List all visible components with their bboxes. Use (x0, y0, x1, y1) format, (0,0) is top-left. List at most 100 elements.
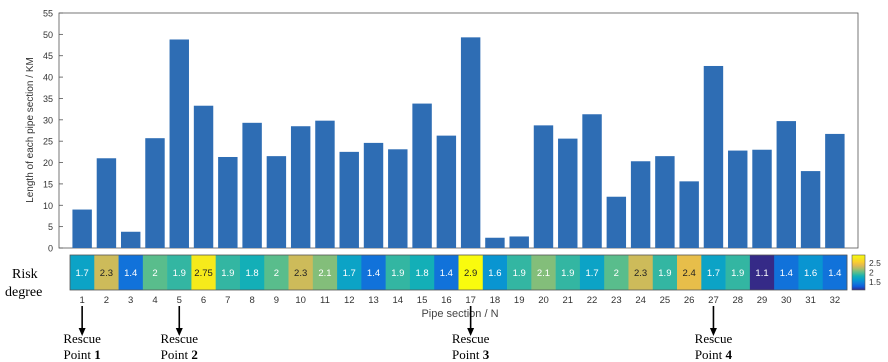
bar-chart-axes: 0 5 10 15 20 25 30 35 40 45 50 55 Length of each pi… (25, 9, 859, 254)
heatmap-cell-32 (822, 255, 848, 290)
rescue-point-label-bottom: Point 1 (64, 347, 101, 362)
heatmap-cell-8 (239, 255, 265, 290)
heatmap-value-label: 1.9 (173, 268, 186, 279)
heatmap-cell-21 (555, 255, 581, 290)
axes-frame (58, 12, 859, 249)
bar-6 (193, 105, 214, 248)
heatmap-cell-9 (264, 255, 289, 290)
x-tick-label: 6 (201, 295, 206, 306)
rescue-point-label-bottom: Point 3 (452, 347, 490, 362)
x-tick-label: 12 (344, 295, 355, 306)
x-tick-label: 7 (225, 295, 230, 306)
heatmap-value-label: 1.6 (488, 268, 501, 279)
rescue-point-label-top: Rescue (63, 331, 101, 346)
heatmap-value-label: 1.4 (828, 268, 841, 279)
heatmap-value-label: 1.4 (780, 268, 793, 279)
heatmap-frame (69, 254, 848, 291)
bar-20 (533, 125, 554, 248)
y-axis-label: Length of each pipe section / KM (25, 57, 36, 203)
heatmap-cell-24 (628, 255, 654, 290)
heatmap-value-label: 1.7 (707, 268, 720, 279)
y-tick-label: 15 (43, 179, 53, 189)
bar-21 (558, 138, 578, 248)
bar-17 (460, 37, 481, 248)
heatmap-cell-10 (288, 255, 314, 290)
x-tick-label: 13 (368, 295, 379, 306)
heatmap-value-label: 1.8 (246, 268, 259, 279)
heatmap-value-label: 1.1 (755, 268, 768, 279)
rescue-point-arrowhead-3 (467, 328, 475, 336)
y-tick-label: 50 (43, 30, 53, 40)
heatmap-cell-16 (434, 255, 459, 290)
bar-10 (290, 126, 311, 248)
heatmap-cell-22 (579, 255, 605, 290)
bar-31 (800, 171, 821, 248)
y-tick-label: 45 (43, 51, 53, 61)
bar-7 (218, 156, 238, 248)
colorbar-gradient (851, 254, 866, 291)
x-tick-label: 32 (830, 295, 841, 306)
bar-29 (752, 149, 772, 248)
heatmap-value-label: 1.9 (391, 268, 404, 279)
heatmap-cell-26 (677, 255, 702, 290)
x-tick-label: 20 (538, 295, 549, 306)
bar-4 (145, 138, 165, 248)
heatmap-cell-6 (191, 255, 216, 290)
rescue-point-arrowhead-2 (175, 328, 183, 336)
bar-30 (776, 121, 797, 248)
bar-3 (120, 231, 141, 248)
x-tick-label: 2 (104, 295, 109, 306)
y-axis-ticks: 0 5 10 15 20 25 30 35 40 45 50 55 (43, 9, 63, 254)
bar-27 (703, 65, 724, 248)
rescue-point-word: Point (161, 347, 192, 362)
heatmap-cell-2 (94, 255, 119, 290)
rescue-point-number: 2 (191, 347, 198, 362)
y-tick-label: 5 (48, 222, 53, 232)
rescue-point-word: Point (64, 347, 95, 362)
x-tick-label: 19 (514, 295, 525, 306)
x-tick-label: 30 (781, 295, 792, 306)
x-tick-label: 24 (635, 295, 646, 306)
bar-1 (72, 209, 92, 248)
y-tick-label: 25 (43, 137, 53, 147)
bar-15 (412, 103, 432, 248)
heatmap-cell-17 (458, 255, 484, 290)
rescue-point-label-bottom: Point 4 (695, 347, 733, 362)
heatmap-cell-1 (70, 255, 95, 290)
x-tick-label: 15 (417, 295, 428, 306)
x-axis-ticks: 1 2 3 4 5 6 7 8 9 10 11 12 13 14 15 16 17 18 19 20 21 22 23 24 2… (79, 295, 840, 306)
y-tick-label: 40 (43, 73, 53, 83)
heatmap-cell-13 (361, 255, 386, 290)
heatmap-value-label: 2 (274, 268, 279, 279)
heatmap-value-label: 1.8 (415, 268, 428, 279)
x-tick-label: 17 (465, 295, 476, 306)
heatmap-value-label: 2.9 (464, 268, 477, 279)
bar-9 (266, 156, 287, 248)
rescue-point-number: 3 (483, 347, 490, 362)
heatmap-cell-7 (215, 255, 241, 290)
heatmap-value-label: 1.7 (585, 268, 598, 279)
heatmap-value-label: 2.1 (537, 268, 550, 279)
rescue-point-label-top: Rescue (160, 331, 198, 346)
colorbar-tick-label: 1.5 (869, 277, 881, 287)
bars (72, 37, 845, 248)
bar-25 (655, 156, 675, 248)
x-tick-label: 11 (320, 295, 330, 306)
colorbar-tick-label: 2 (869, 268, 874, 278)
heatmap-value-label: 2.1 (318, 268, 331, 279)
x-tick-label: 26 (684, 295, 695, 306)
rescue-point-number: 1 (94, 347, 101, 362)
bar-28 (728, 150, 748, 248)
bar-16 (436, 135, 457, 248)
heatmap-value-label: 1.9 (561, 268, 574, 279)
bar-19 (509, 236, 529, 248)
x-axis-label: Pipe section / N (421, 308, 498, 320)
risk-degree-label-line2: degree (5, 285, 42, 300)
bar-12 (339, 151, 359, 248)
heatmap-cell-31 (798, 255, 824, 290)
heatmap-cell-18 (482, 255, 508, 290)
bar-14 (388, 149, 408, 248)
heatmap-value-label: 1.9 (658, 268, 671, 279)
y-tick-label: 35 (43, 94, 53, 104)
x-tick-label: 3 (128, 295, 133, 306)
